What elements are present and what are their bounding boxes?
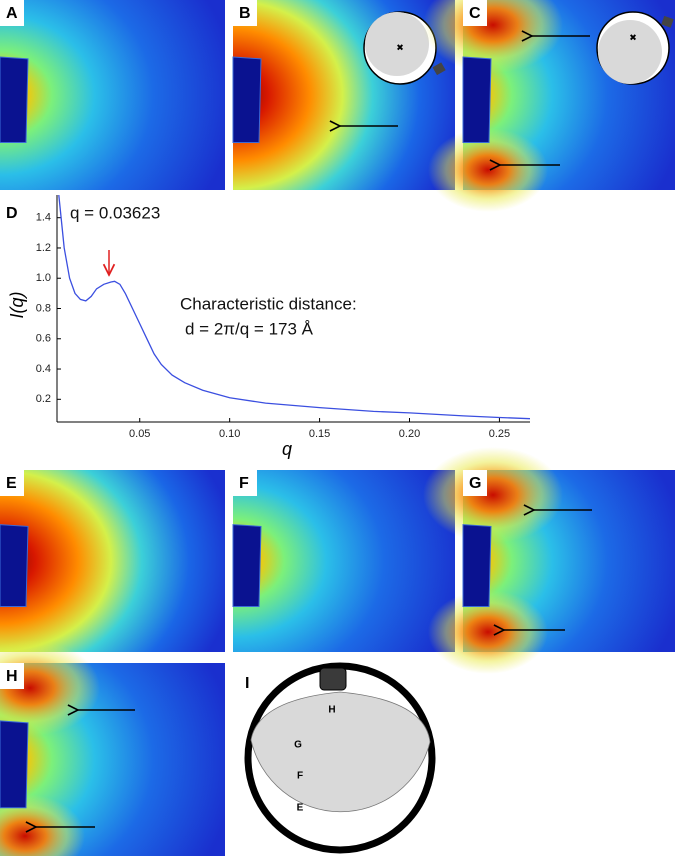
label-box [463, 0, 487, 26]
panel-label: F [239, 475, 249, 492]
inset-marker: ✖ [396, 42, 404, 52]
inset-sample [365, 12, 429, 76]
beam-stop [0, 56, 29, 143]
label-box [463, 470, 487, 496]
scattering-image: E [0, 470, 225, 652]
scattering-image: G [423, 447, 675, 674]
label-box [0, 470, 24, 496]
x-tick-label: 0.25 [489, 428, 510, 440]
data-line [58, 195, 530, 420]
y-tick-label: 0.2 [36, 393, 51, 405]
hot-spot [0, 794, 85, 856]
hot-spot [428, 128, 548, 212]
annotation: Characteristic distance: [180, 294, 357, 313]
inset-sample [598, 20, 662, 84]
inset-block [432, 62, 446, 76]
scattering-image: C✖ [423, 0, 675, 212]
beam-stop [0, 720, 29, 809]
inset-block [661, 15, 674, 28]
scattering-image: A [0, 0, 225, 190]
x-tick-label: 0.20 [399, 428, 420, 440]
image-background [233, 470, 455, 652]
beam-stop [0, 524, 29, 607]
inset-marker: ✖ [629, 32, 637, 42]
scattering-image: H [0, 640, 225, 856]
beam-stop [462, 56, 492, 143]
annotation: d = 2π/q = 173 Å [185, 319, 314, 338]
diagram-i: I H G F E [244, 662, 436, 854]
panel-label: I [245, 675, 249, 692]
beam-stop [232, 524, 262, 607]
beam-stop [462, 524, 492, 607]
peak-annotation: q = 0.03623 [70, 203, 160, 222]
hot-spot [428, 590, 548, 674]
panel-label: E [6, 475, 17, 492]
beam-stop [232, 56, 262, 143]
x-axis-label: q [282, 439, 292, 459]
image-background [0, 470, 225, 652]
label-box [0, 0, 24, 26]
panel-label: C [469, 5, 481, 22]
panel-label: H [6, 668, 18, 685]
y-tick-label: 0.8 [36, 302, 51, 314]
scattering-image: F [232, 470, 455, 652]
position-label: E [297, 803, 304, 814]
x-tick-label: 0.10 [219, 428, 240, 440]
position-label: G [294, 740, 302, 751]
y-tick-label: 1.2 [36, 242, 51, 254]
y-tick-label: 1.4 [36, 212, 51, 224]
label-box [0, 663, 24, 689]
y-tick-label: 1.0 [36, 272, 51, 284]
panel-label: D [6, 205, 18, 222]
panel-label: G [469, 475, 481, 492]
beam-block [319, 667, 347, 691]
hot-spot [423, 447, 563, 543]
label-box [233, 470, 257, 496]
position-label: F [297, 771, 303, 782]
line-chart: D I(q) q q = 0.03623 Characteristic dist… [6, 195, 530, 459]
position-label: H [328, 705, 335, 716]
y-axis-label: I(q) [7, 292, 27, 319]
scattering-image: B✖ [232, 0, 455, 190]
y-tick-label: 0.6 [36, 333, 51, 345]
y-tick-label: 0.4 [36, 363, 51, 375]
sample [250, 691, 431, 813]
x-tick-label: 0.05 [129, 428, 150, 440]
image-background [0, 0, 225, 190]
label-box [233, 0, 257, 26]
panel-label: B [239, 5, 251, 22]
panel-label: A [6, 5, 18, 22]
x-tick-label: 0.15 [309, 428, 330, 440]
hot-spot [423, 0, 563, 73]
